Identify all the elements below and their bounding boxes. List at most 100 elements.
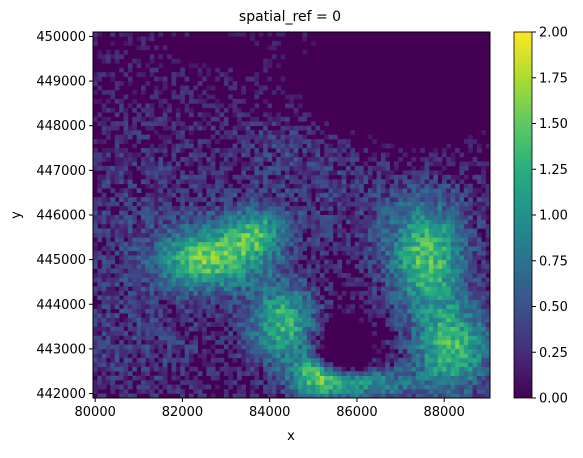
heatmap-cell [119, 273, 124, 278]
heatmap-cell [280, 183, 286, 189]
heatmap-cell [398, 228, 404, 234]
heatmap-cell [372, 277, 377, 283]
heatmap-cell [319, 264, 325, 269]
heatmap-cell [145, 353, 151, 359]
heatmap-cell [180, 339, 185, 345]
heatmap-cell [171, 331, 177, 336]
heatmap-cell [180, 250, 185, 256]
heatmap-cell [140, 85, 146, 91]
heatmap-cell [97, 295, 103, 301]
heatmap-cell [350, 228, 356, 234]
heatmap-cell [93, 197, 98, 202]
heatmap-cell [328, 366, 334, 372]
heatmap-cell [359, 317, 364, 323]
heatmap-cell [232, 237, 238, 243]
heatmap-cell [324, 277, 329, 283]
heatmap-cell [328, 313, 334, 318]
heatmap-cell [485, 241, 491, 247]
heatmap-cell [311, 273, 316, 278]
heatmap-cell [267, 317, 273, 323]
colorbar-tick-label: 1.75 [539, 71, 568, 86]
heatmap-cell [114, 192, 120, 198]
heatmap-cell [437, 295, 443, 301]
heatmap-cell [289, 206, 294, 211]
heatmap-cell [407, 299, 412, 305]
heatmap-cell [123, 139, 129, 144]
heatmap-cell [319, 130, 325, 135]
heatmap-cell [293, 107, 299, 113]
heatmap-cell [372, 241, 377, 247]
heatmap-cell [468, 223, 473, 229]
heatmap-cell [245, 273, 251, 278]
heatmap-cell [154, 67, 159, 73]
heatmap-cell [472, 259, 478, 265]
heatmap-cell [184, 326, 190, 332]
heatmap-cell [446, 335, 452, 341]
heatmap-cell [394, 165, 399, 171]
heatmap-cell [311, 286, 316, 292]
heatmap-cell [346, 277, 351, 283]
heatmap-cell [424, 295, 430, 301]
heatmap-cell [254, 362, 260, 368]
heatmap-cell [319, 371, 325, 376]
heatmap-cell [311, 344, 316, 350]
heatmap-cell [280, 232, 286, 238]
heatmap-cell [328, 188, 334, 193]
heatmap-cell [188, 264, 194, 269]
heatmap-cell [149, 228, 155, 234]
heatmap-cell [442, 232, 447, 238]
heatmap-cell [276, 344, 281, 350]
heatmap-cell [289, 277, 294, 283]
heatmap-cell [476, 143, 482, 149]
heatmap-cell [258, 281, 264, 287]
heatmap-cell [193, 121, 198, 127]
heatmap-cell [402, 331, 408, 336]
heatmap-cell [354, 232, 360, 238]
heatmap-cell [167, 268, 172, 274]
heatmap-cell [468, 148, 473, 153]
heatmap-cell [158, 192, 164, 198]
heatmap-cell [223, 228, 229, 234]
heatmap-cell [433, 304, 438, 310]
heatmap-cell [263, 339, 268, 345]
heatmap-cell [232, 223, 238, 229]
heatmap-cell [367, 389, 373, 394]
heatmap-cell [424, 375, 430, 381]
heatmap-cell [219, 112, 225, 118]
heatmap-cell [110, 94, 116, 100]
heatmap-cell [206, 161, 212, 167]
heatmap-cell [398, 215, 404, 220]
heatmap-cell [149, 290, 155, 296]
heatmap-cell [284, 273, 290, 278]
heatmap-cell [463, 273, 469, 278]
heatmap-cell [258, 255, 264, 260]
heatmap-cell [359, 277, 364, 283]
heatmap-cell [293, 304, 299, 310]
heatmap-cell [271, 366, 277, 372]
heatmap-cell [236, 237, 242, 243]
heatmap-cell [175, 290, 181, 296]
heatmap-cell [455, 281, 460, 287]
heatmap-cell [437, 232, 443, 238]
heatmap-cell [380, 237, 386, 243]
heatmap-cell [380, 281, 386, 287]
heatmap-cell [455, 371, 460, 376]
heatmap-cell [175, 331, 181, 336]
heatmap-cell [127, 384, 133, 390]
heatmap-cell [232, 148, 238, 153]
heatmap-cell [188, 139, 194, 144]
heatmap-cell [258, 152, 264, 158]
heatmap-cell [311, 241, 316, 247]
heatmap-cell [140, 228, 146, 234]
heatmap-cell [319, 384, 325, 390]
heatmap-cell [206, 165, 212, 171]
heatmap-cell [123, 197, 129, 202]
heatmap-cell [114, 241, 120, 247]
heatmap-cell [472, 255, 478, 260]
heatmap-cell [101, 210, 107, 216]
heatmap-cell [450, 197, 456, 202]
heatmap-cell [250, 192, 255, 198]
heatmap-cell [402, 380, 408, 385]
heatmap-cell [267, 241, 273, 247]
heatmap-cell [267, 371, 273, 376]
